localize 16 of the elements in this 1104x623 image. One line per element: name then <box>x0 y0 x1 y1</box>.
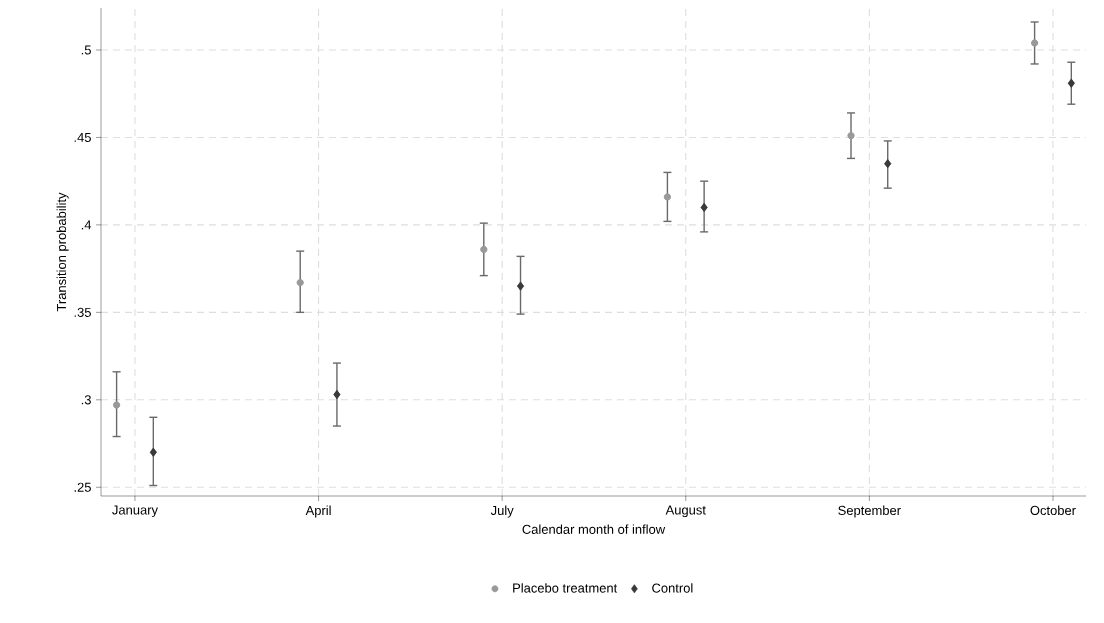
x-axis-title: Calendar month of inflow <box>522 524 666 534</box>
y-tick-label: .25 <box>74 482 91 492</box>
y-tick-label: .5 <box>81 45 91 55</box>
x-tick-label: April <box>305 505 331 518</box>
y-tick-label: .3 <box>81 395 91 405</box>
y-tick-label: .4 <box>81 220 92 230</box>
legend-label: Control <box>652 583 693 593</box>
x-tick-label: September <box>838 505 901 518</box>
y-tick-label: .35 <box>74 307 91 317</box>
y-tick-label: .45 <box>74 132 91 142</box>
x-tick-label: August <box>665 505 706 518</box>
y-axis-title: Transition probability <box>56 192 69 312</box>
x-tick-label: January <box>112 505 158 518</box>
x-tick-label: October <box>1030 505 1076 516</box>
legend-label: Placebo treatment <box>513 583 618 593</box>
x-tick-label: July <box>490 505 514 518</box>
